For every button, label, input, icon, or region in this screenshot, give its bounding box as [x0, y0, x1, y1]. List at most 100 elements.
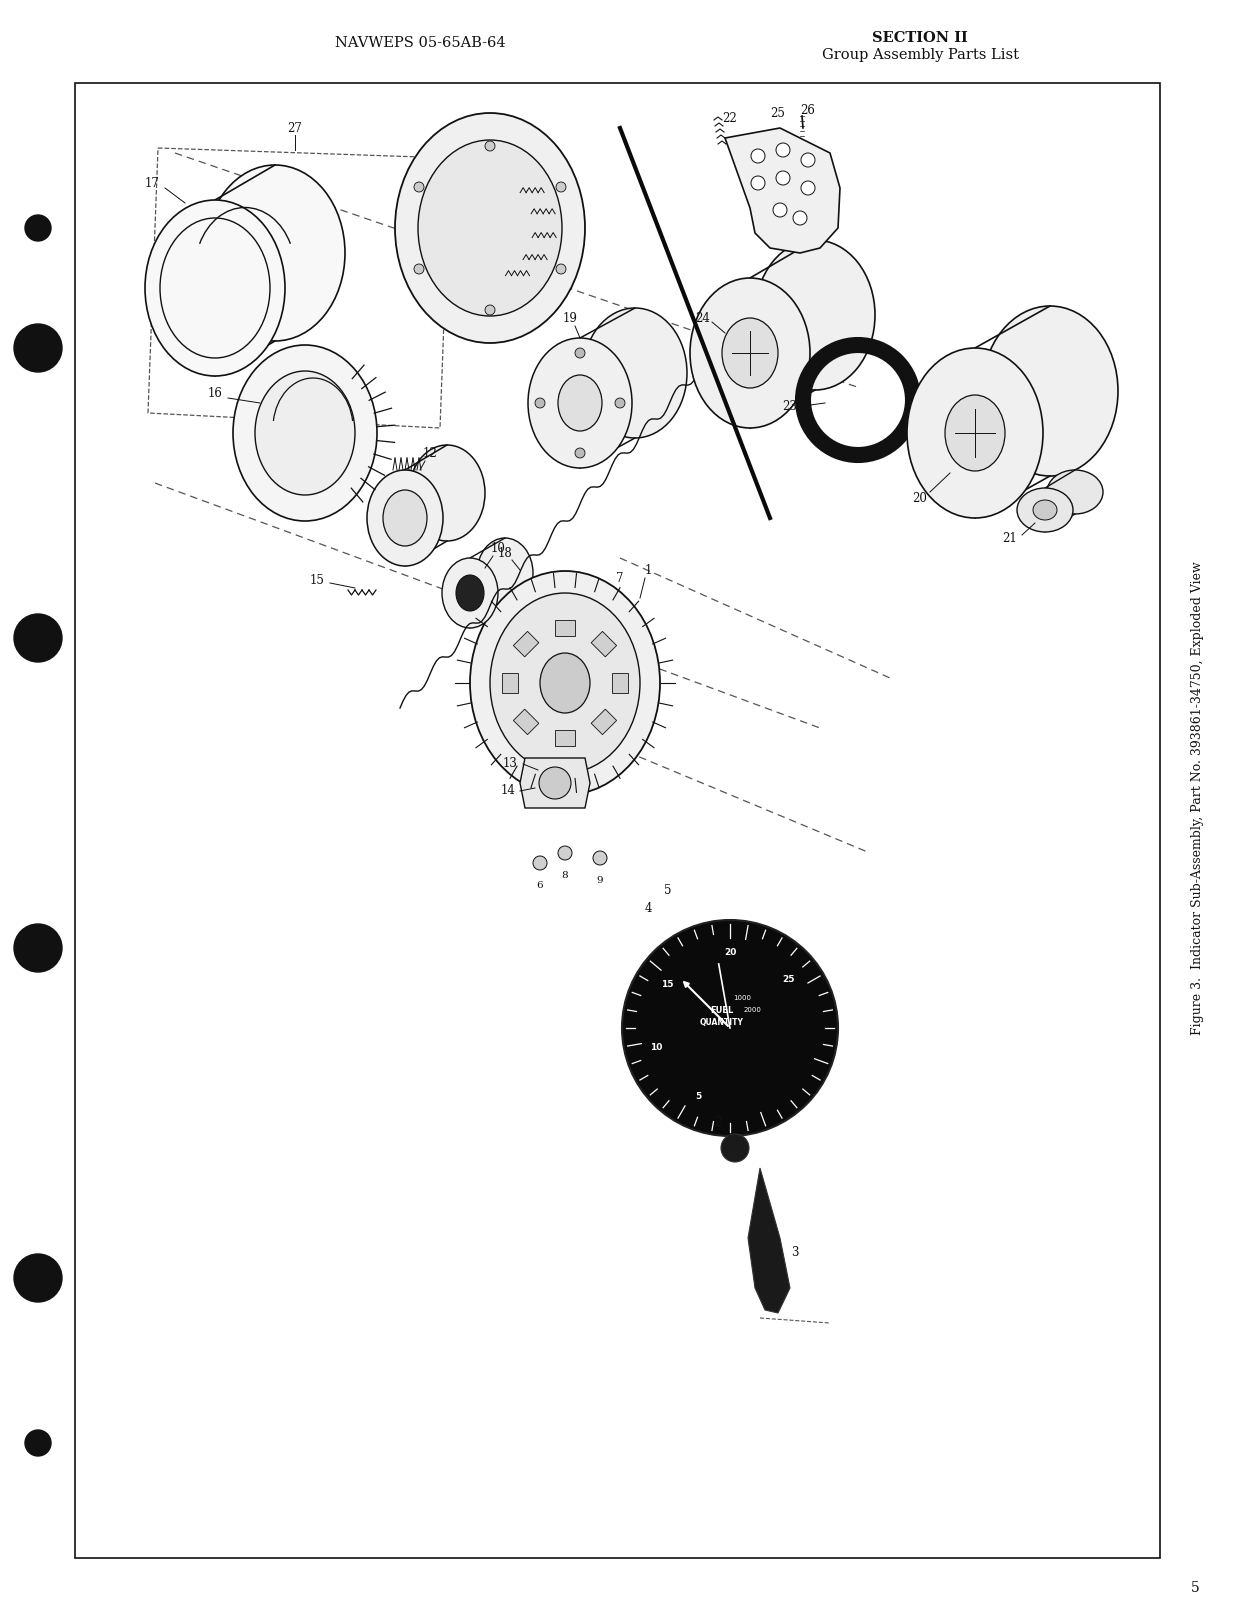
Ellipse shape [539, 767, 571, 799]
Ellipse shape [755, 239, 876, 390]
Ellipse shape [945, 395, 1005, 471]
Circle shape [615, 398, 625, 408]
Ellipse shape [691, 278, 810, 429]
Text: 23: 23 [782, 400, 797, 413]
Text: 6: 6 [537, 880, 543, 890]
Text: 15: 15 [309, 573, 324, 586]
Ellipse shape [722, 319, 777, 388]
Text: 9: 9 [596, 875, 604, 885]
Circle shape [776, 142, 790, 157]
Ellipse shape [558, 375, 602, 430]
Ellipse shape [409, 445, 484, 540]
Ellipse shape [255, 371, 355, 495]
Ellipse shape [582, 307, 687, 438]
Text: 17: 17 [144, 176, 159, 189]
Ellipse shape [366, 469, 443, 566]
Text: 24: 24 [696, 312, 710, 325]
Polygon shape [725, 128, 840, 252]
Circle shape [751, 149, 765, 163]
Circle shape [556, 181, 566, 193]
Text: 15: 15 [662, 981, 674, 989]
Text: NAVWEPS 05-65AB-64: NAVWEPS 05-65AB-64 [334, 36, 505, 50]
Text: 5: 5 [694, 1092, 700, 1102]
Ellipse shape [145, 201, 284, 375]
Ellipse shape [205, 165, 345, 341]
Text: 20: 20 [913, 492, 928, 505]
Circle shape [25, 215, 51, 241]
Bar [591, 631, 616, 657]
Circle shape [414, 181, 424, 193]
Circle shape [414, 264, 424, 273]
Text: 10: 10 [491, 542, 505, 555]
Circle shape [14, 924, 62, 972]
Text: 5: 5 [1191, 1581, 1200, 1595]
Text: 21: 21 [1002, 531, 1017, 545]
Circle shape [14, 1254, 62, 1302]
Text: 5: 5 [664, 883, 672, 896]
Text: 10: 10 [651, 1044, 663, 1052]
Circle shape [533, 856, 546, 870]
Text: 1: 1 [645, 563, 652, 576]
Bar [513, 631, 539, 657]
Circle shape [776, 172, 790, 184]
Text: 22: 22 [723, 112, 738, 125]
Ellipse shape [395, 113, 585, 343]
Circle shape [14, 613, 62, 662]
Text: 2: 2 [714, 1116, 722, 1129]
Text: 25: 25 [782, 974, 795, 984]
Ellipse shape [442, 558, 498, 628]
Bar [75, 83, 1160, 1558]
Text: 1000: 1000 [733, 995, 751, 1002]
Ellipse shape [907, 348, 1043, 518]
Circle shape [556, 264, 566, 273]
Text: 7: 7 [616, 571, 623, 584]
Ellipse shape [383, 490, 427, 545]
Circle shape [25, 1430, 51, 1456]
Circle shape [484, 306, 496, 316]
Ellipse shape [419, 141, 561, 316]
Polygon shape [520, 757, 590, 807]
Bar [555, 730, 575, 746]
Ellipse shape [1033, 500, 1057, 519]
Text: 20: 20 [724, 948, 737, 956]
Circle shape [722, 1134, 749, 1162]
Circle shape [558, 846, 573, 861]
Ellipse shape [456, 574, 484, 612]
Text: 3: 3 [791, 1246, 799, 1259]
Bar [591, 709, 616, 735]
Circle shape [484, 141, 496, 150]
Text: 19: 19 [563, 312, 578, 325]
Text: Group Assembly Parts List: Group Assembly Parts List [821, 49, 1018, 61]
Ellipse shape [491, 594, 640, 773]
Polygon shape [748, 1168, 790, 1312]
Circle shape [751, 176, 765, 189]
Text: 13: 13 [503, 757, 518, 770]
Text: 4: 4 [645, 901, 652, 914]
Circle shape [622, 921, 838, 1136]
Circle shape [14, 324, 62, 372]
Ellipse shape [1047, 469, 1103, 515]
Text: 2000: 2000 [743, 1006, 761, 1013]
Ellipse shape [528, 338, 632, 468]
Ellipse shape [233, 345, 378, 521]
Circle shape [575, 348, 585, 358]
Text: 12: 12 [422, 447, 437, 460]
Text: 27: 27 [288, 121, 303, 134]
Text: 25: 25 [770, 107, 785, 120]
Text: SECTION II: SECTION II [872, 31, 968, 45]
Ellipse shape [469, 571, 660, 794]
Circle shape [773, 202, 787, 217]
Ellipse shape [1017, 489, 1073, 532]
Circle shape [801, 154, 815, 167]
Bar [513, 709, 539, 735]
Bar [555, 620, 575, 636]
Text: FUEL: FUEL [710, 1005, 734, 1014]
Circle shape [575, 448, 585, 458]
Text: 8: 8 [561, 870, 569, 880]
Circle shape [801, 181, 815, 196]
Ellipse shape [477, 539, 533, 608]
Text: 26: 26 [801, 104, 816, 116]
Ellipse shape [982, 306, 1118, 476]
Text: 14: 14 [501, 783, 515, 796]
Circle shape [792, 210, 807, 225]
